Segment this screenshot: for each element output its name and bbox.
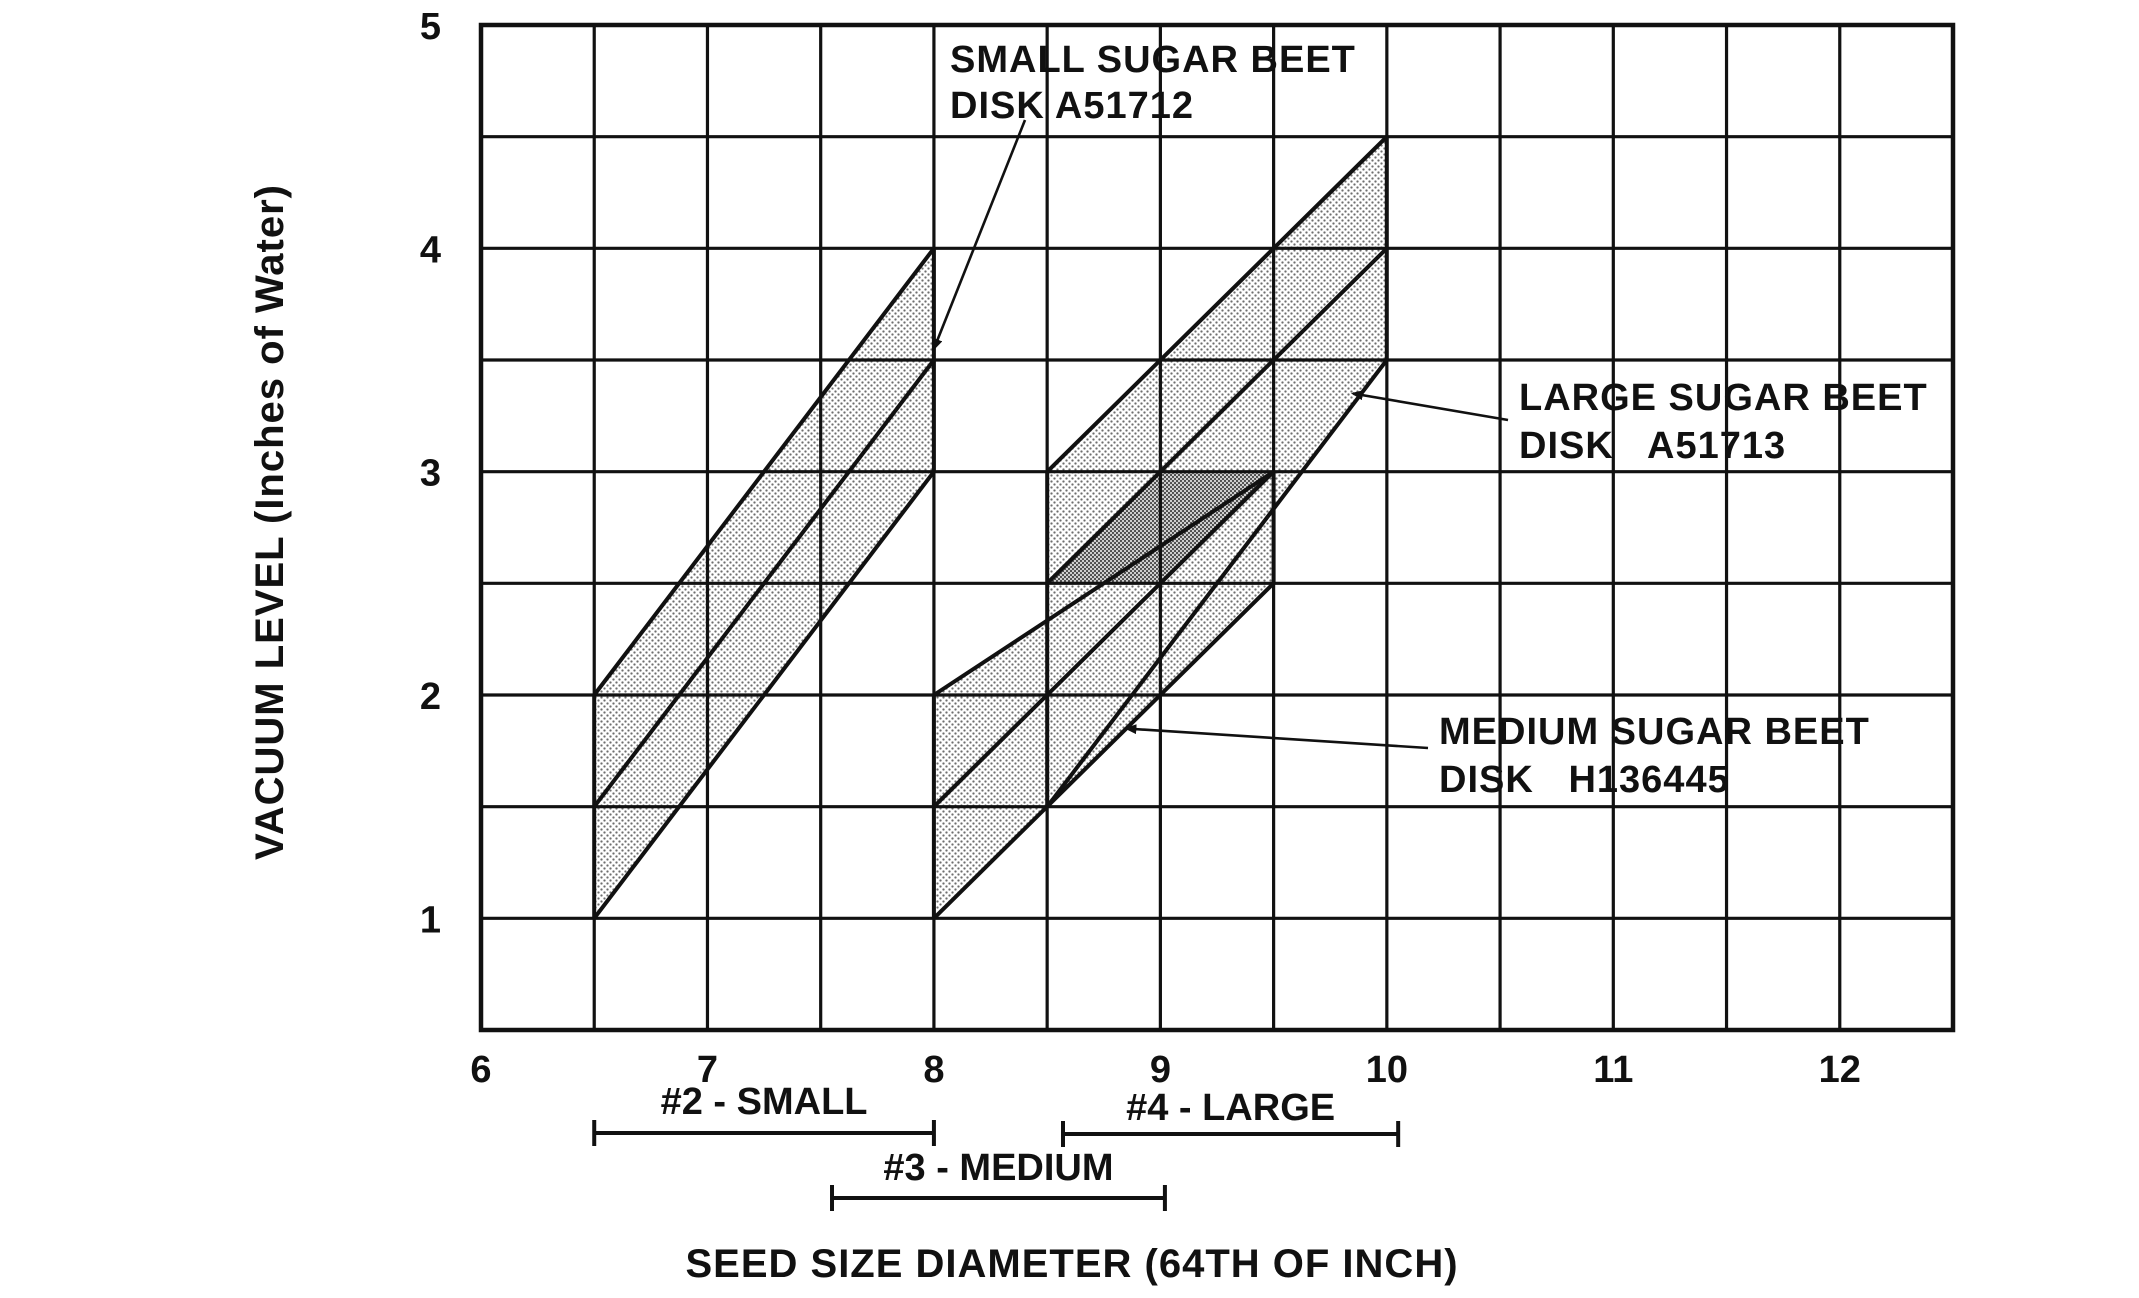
annotation-leader-1 [932,119,1027,351]
x-tick-label: 8 [923,1049,944,1091]
plot-frame [478,22,1956,1033]
annotation-leader-3 [1124,724,1429,750]
y-tick-label: 5 [420,6,441,48]
y-axis-title: VACUUM LEVEL (Inches of Water) [248,184,292,860]
band-center-line-1 [592,358,936,808]
y-tick-label: 2 [420,676,441,718]
x-axis-title: SEED SIZE DIAMETER (64TH OF INCH) [685,1242,1458,1286]
band-outline-layer [592,134,1389,921]
size-range-label-3: #4 - LARGE [1126,1087,1335,1129]
annotation-label-3-line-2: DISK H136445 [1439,759,1730,801]
x-tick-label: 7 [697,1049,718,1091]
x-tick-label: 10 [1366,1049,1408,1091]
band-center-line-3 [1045,246,1389,585]
annotation-label-1-line-1: SMALL SUGAR BEET [950,39,1356,81]
band-center-line-2 [932,470,1276,809]
size-range-label-1: #2 - SMALL [661,1081,868,1123]
annotation-label-1-line-2: DISK A51712 [950,85,1194,127]
x-tick-label: 12 [1819,1049,1861,1091]
annotation-label-3-line-1: MEDIUM SUGAR BEET [1439,711,1870,753]
y-tick-label: 1 [420,899,441,941]
x-tick-label: 11 [1593,1049,1633,1091]
size-range-layer: #2 - SMALL #3 - MEDIUM #4 - LARGE [592,1081,1401,1211]
annotation-label-2-line-2: DISK A51713 [1519,425,1786,467]
x-tick-label: 6 [470,1049,491,1091]
axis-title-layer: SEED SIZE DIAMETER (64TH OF INCH) VACUUM … [248,184,1458,1286]
y-tick-label: 4 [420,229,441,271]
x-tick-label: 9 [1150,1049,1171,1091]
size-range-label-2: #3 - MEDIUM [883,1147,1113,1189]
band-outline-1 [592,246,936,921]
annotation-label-2-line-1: LARGE SUGAR BEET [1519,377,1928,419]
annotation-leader-2 [1350,390,1509,422]
y-tick-label: 3 [420,453,441,495]
